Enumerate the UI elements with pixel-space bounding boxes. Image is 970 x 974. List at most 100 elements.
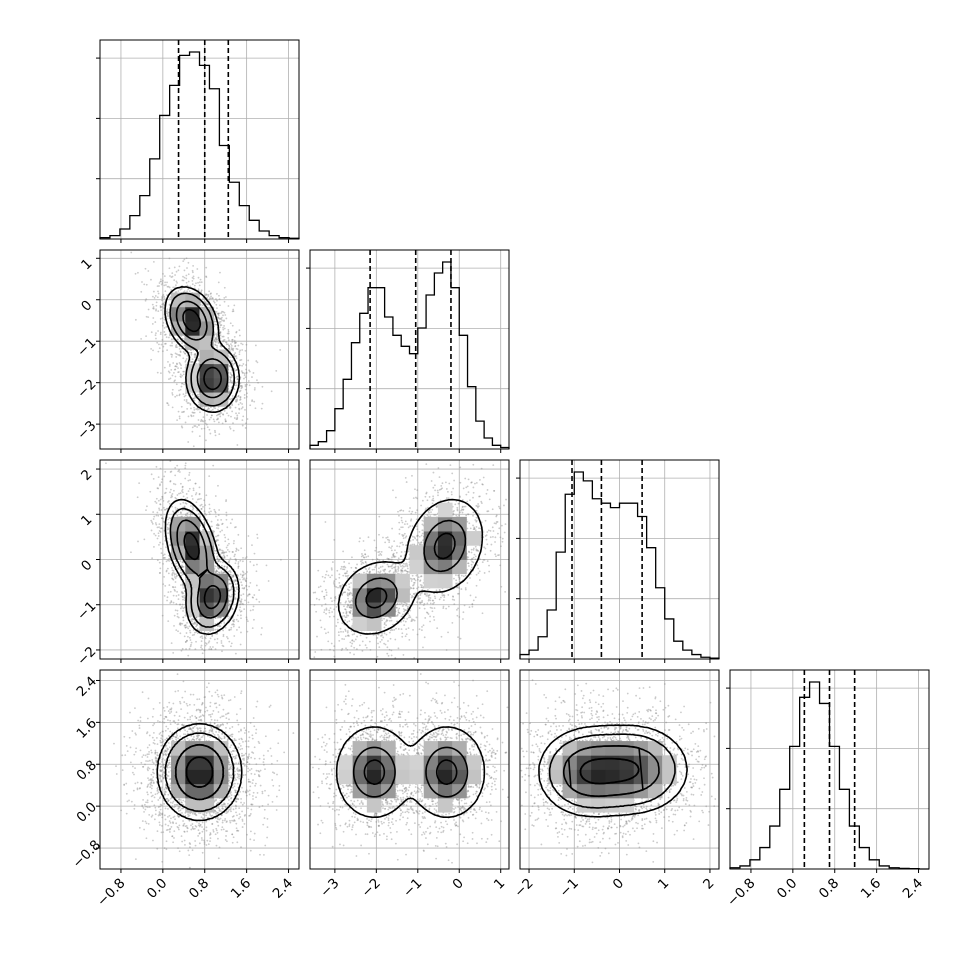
scatter-point [201,645,203,647]
scatter-point [218,524,220,526]
scatter-point [240,632,242,634]
scatter-point [246,396,248,398]
scatter-point [197,394,199,396]
scatter-point [386,653,388,655]
scatter-point [219,298,221,300]
scatter-point [166,402,168,404]
scatter-point [222,523,224,525]
scatter-point [174,615,176,617]
scatter-point [249,561,251,563]
scatter-point [183,259,185,261]
scatter-point [215,304,217,306]
scatter-point [224,410,226,412]
scatter-point [174,379,176,381]
scatter-point [456,615,458,617]
scatter-point [229,356,231,358]
scatter-point [174,396,176,398]
scatter-point [232,422,234,424]
scatter-point [229,596,231,598]
scatter-point [164,553,166,555]
scatter-point [164,367,166,369]
scatter-point [179,572,181,574]
scatter-point [177,610,179,612]
scatter-point [207,409,209,411]
scatter-point [198,513,200,515]
scatter-point [152,511,154,513]
scatter-point [227,538,229,540]
scatter-point [248,602,250,604]
scatter-point [262,403,264,405]
scatter-point [206,303,208,305]
scatter-point [214,344,216,346]
scatter-point [153,261,155,263]
scatter-point [151,530,153,532]
scatter-point [173,595,175,597]
scatter-point [228,543,230,545]
scatter-point [456,609,458,611]
scatter-point [151,473,153,475]
scatter-point [202,304,204,306]
scatter-point [219,412,221,414]
scatter-point [176,383,178,385]
scatter-point [205,645,207,647]
scatter-point [188,281,190,283]
scatter-point [260,634,262,636]
scatter-point [176,591,178,593]
scatter-point [231,374,233,376]
scatter-point [187,655,189,657]
scatter-point [179,363,181,365]
scatter-point [158,526,160,528]
scatter-point [182,279,184,281]
scatter-point [224,339,226,341]
scatter-point [221,640,223,642]
scatter-point [242,557,244,559]
scatter-point [351,626,353,628]
scatter-point [235,407,237,409]
scatter-point [228,560,230,562]
scatter-point [221,642,223,644]
scatter-point [225,318,227,320]
scatter-point [215,338,217,340]
scatter-point [222,329,224,331]
scatter-point [216,307,218,309]
scatter-point [208,642,210,644]
scatter-point [224,565,226,567]
scatter-point [160,527,162,529]
scatter-point [143,538,145,540]
scatter-point [151,331,153,333]
scatter-point [181,572,183,574]
scatter-point [223,554,225,556]
scatter-point [241,419,243,421]
scatter-point [179,560,181,562]
scatter-point [224,534,226,536]
scatter-point [156,301,158,303]
scatter-point [214,318,216,320]
scatter-point [161,552,163,554]
scatter-point [178,594,180,596]
scatter-point [242,406,244,408]
scatter-point [162,280,164,282]
scatter-point [167,532,169,534]
scatter-point [245,369,247,371]
scatter-point [242,560,244,562]
scatter-point [178,390,180,392]
scatter-point [266,564,268,566]
scatter-point [397,570,399,572]
scatter-point [176,465,178,467]
scatter-point [228,415,230,417]
scatter-point [198,419,200,421]
scatter-point [175,376,177,378]
scatter-point [213,418,215,420]
scatter-point [176,346,178,348]
scatter-point [196,624,198,626]
scatter-point [498,506,500,508]
scatter-point [159,347,161,349]
scatter-point [177,339,179,341]
scatter-point [155,305,157,307]
scatter-point [234,590,236,592]
scatter-point [233,626,235,628]
scatter-point [175,581,177,583]
scatter-point [202,652,204,654]
scatter-point [239,365,241,367]
scatter-point [176,366,178,368]
